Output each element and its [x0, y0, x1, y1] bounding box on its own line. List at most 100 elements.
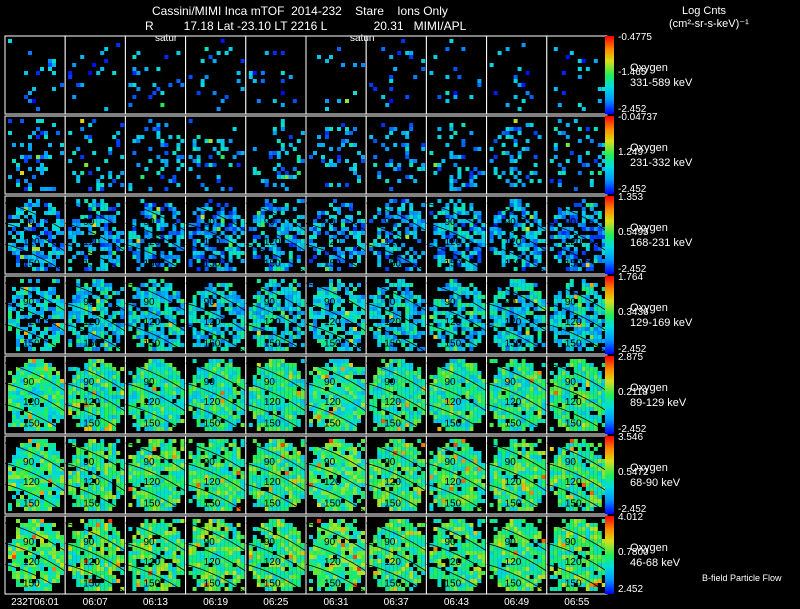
data-pixel	[589, 207, 594, 211]
data-pixel	[20, 391, 24, 395]
data-pixel	[48, 367, 52, 371]
data-pixel	[473, 267, 478, 271]
data-pixel	[140, 335, 145, 339]
data-pixel	[321, 263, 325, 267]
data-pixel	[116, 391, 121, 395]
data-pixel	[577, 223, 582, 227]
contour-line	[65, 362, 126, 392]
data-pixel	[549, 315, 554, 319]
data-pixel	[489, 147, 494, 151]
data-pixel	[405, 311, 410, 315]
data-pixel	[569, 283, 574, 287]
data-pixel	[529, 171, 534, 175]
data-pixel	[553, 47, 558, 51]
data-pixel	[72, 307, 77, 311]
data-pixel	[48, 63, 52, 67]
data-pixel	[144, 203, 149, 207]
data-pixel	[473, 323, 478, 327]
data-pixel	[517, 283, 522, 287]
data-pixel	[148, 203, 153, 207]
data-pixel	[108, 255, 113, 259]
data-pixel	[84, 323, 89, 327]
data-pixel	[357, 419, 361, 423]
data-pixel	[533, 327, 538, 331]
data-pixel	[493, 167, 498, 171]
data-pixel	[513, 287, 518, 291]
data-pixel	[180, 139, 185, 143]
data-pixel	[164, 311, 169, 315]
data-pixel	[292, 299, 297, 303]
data-pixel	[288, 311, 293, 315]
data-pixel	[88, 231, 93, 235]
data-pixel	[357, 251, 361, 255]
data-pixel	[341, 307, 345, 311]
data-pixel	[377, 383, 382, 387]
data-pixel	[112, 399, 117, 403]
data-pixel	[353, 399, 357, 403]
data-pixel	[353, 63, 357, 67]
data-pixel	[325, 423, 329, 427]
data-pixel	[156, 399, 161, 403]
data-pixel	[160, 323, 165, 327]
data-pixel	[260, 299, 265, 303]
data-pixel	[232, 419, 237, 423]
data-pixel	[16, 411, 20, 415]
data-pixel	[192, 299, 197, 303]
data-pixel	[601, 87, 606, 91]
data-pixel	[345, 331, 349, 335]
data-pixel	[581, 207, 586, 211]
data-pixel	[224, 395, 229, 399]
data-pixel	[68, 247, 73, 251]
contour-label: 150	[23, 418, 40, 429]
data-pixel	[208, 235, 213, 239]
data-pixel	[409, 363, 414, 367]
data-pixel	[104, 295, 109, 299]
data-pixel	[176, 147, 181, 151]
data-pixel	[212, 371, 217, 375]
data-pixel	[40, 367, 44, 371]
data-pixel	[112, 383, 117, 387]
data-pixel	[276, 239, 281, 243]
data-pixel	[212, 383, 217, 387]
data-pixel	[449, 299, 454, 303]
data-pixel	[561, 211, 566, 215]
data-pixel	[28, 147, 32, 151]
data-pixel	[509, 215, 514, 219]
contour-label: 120	[324, 317, 341, 328]
data-pixel	[24, 395, 28, 399]
data-pixel	[212, 419, 217, 423]
data-pixel	[84, 403, 89, 407]
data-pixel	[104, 383, 109, 387]
data-pixel	[248, 399, 253, 403]
data-pixel	[529, 243, 534, 247]
data-pixel	[533, 283, 538, 287]
data-pixel	[132, 235, 137, 239]
contour-label: 120	[83, 397, 100, 408]
data-pixel	[300, 343, 305, 347]
data-pixel	[437, 247, 442, 251]
data-pixel	[405, 399, 410, 403]
data-pixel	[505, 319, 510, 323]
data-pixel	[132, 227, 137, 231]
data-pixel	[224, 327, 229, 331]
data-pixel	[128, 243, 133, 247]
data-pixel	[445, 299, 450, 303]
panel-frame	[305, 35, 367, 115]
data-pixel	[36, 167, 40, 171]
data-pixel	[333, 331, 337, 335]
data-pixel	[597, 335, 602, 339]
data-pixel	[128, 247, 133, 251]
data-pixel	[325, 395, 329, 399]
data-pixel	[276, 155, 281, 159]
data-pixel	[477, 171, 482, 175]
data-pixel	[104, 319, 109, 323]
data-pixel	[180, 155, 185, 159]
data-pixel	[300, 131, 305, 135]
data-pixel	[337, 239, 341, 243]
data-pixel	[533, 239, 538, 243]
data-pixel	[68, 319, 73, 323]
data-pixel	[461, 291, 466, 295]
data-pixel	[72, 323, 77, 327]
